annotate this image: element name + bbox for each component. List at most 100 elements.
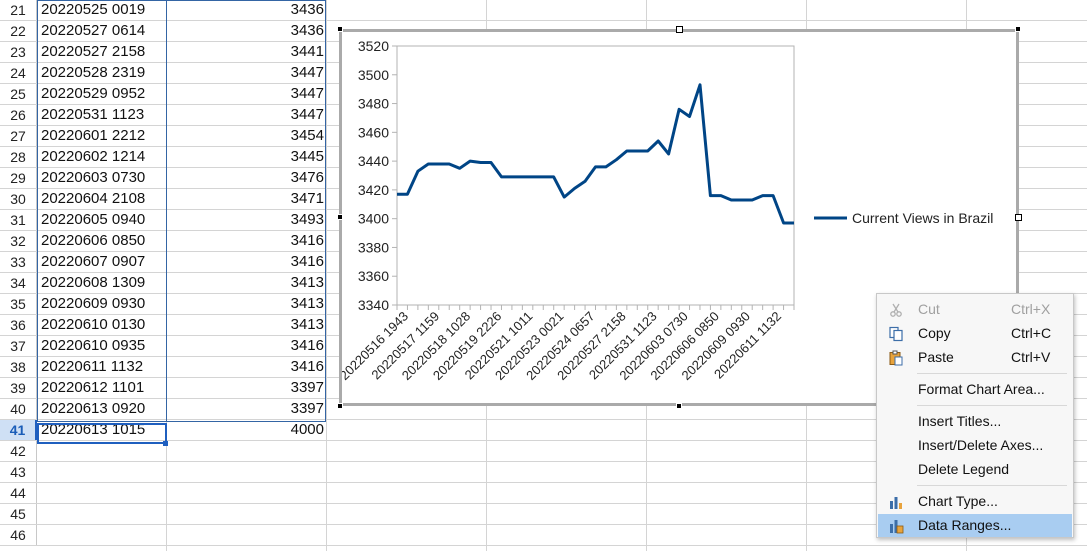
row-header[interactable]: 38 (0, 357, 37, 377)
row-header[interactable]: 21 (0, 0, 37, 20)
menu-item-chart-type[interactable]: Chart Type... (878, 490, 1072, 513)
cell-value[interactable]: 3413 (290, 274, 324, 291)
cell-value[interactable]: 3413 (290, 316, 324, 333)
cell-date[interactable]: 20220610 0130 (41, 316, 146, 333)
row-header[interactable]: 34 (0, 273, 37, 293)
resize-handle[interactable] (676, 26, 683, 33)
cell-date[interactable]: 20220529 0952 (41, 85, 146, 102)
menu-item-data-ranges[interactable]: Data Ranges... (878, 514, 1072, 537)
resize-handle[interactable] (337, 214, 343, 220)
cell-date[interactable]: 20220609 0930 (41, 295, 146, 312)
row-header[interactable]: 31 (0, 210, 37, 230)
cell-date[interactable] (38, 504, 166, 524)
row-header[interactable]: 37 (0, 336, 37, 356)
cell-value[interactable] (167, 462, 326, 482)
row-header[interactable]: 26 (0, 105, 37, 125)
menu-item-insert-titles[interactable]: Insert Titles... (878, 410, 1072, 433)
cell-date[interactable]: 20220613 1015 (41, 421, 146, 438)
menu-item-format-chart-area[interactable]: Format Chart Area... (878, 378, 1072, 401)
cell-value[interactable]: 3445 (290, 148, 324, 165)
cell-value[interactable]: 4000 (290, 421, 324, 438)
cell-value[interactable]: 3436 (290, 1, 324, 18)
cell-value[interactable]: 3476 (290, 169, 324, 186)
menu-item-cut[interactable]: Cut Ctrl+X (878, 298, 1072, 321)
cell-date[interactable]: 20220528 2319 (41, 64, 146, 81)
row-header[interactable]: 28 (0, 147, 37, 167)
cell-value[interactable]: 3416 (290, 337, 324, 354)
cell-value[interactable] (167, 525, 326, 545)
menu-item-paste[interactable]: Paste Ctrl+V (878, 346, 1072, 369)
resize-handle[interactable] (1015, 214, 1022, 221)
cell-value[interactable]: 3416 (290, 253, 324, 270)
cell-date[interactable]: 20220604 2108 (41, 190, 146, 207)
row-header[interactable]: 22 (0, 21, 37, 41)
autofill-handle[interactable] (163, 441, 168, 446)
resize-handle[interactable] (676, 403, 682, 409)
menu-item-insert-delete-axes[interactable]: Insert/Delete Axes... (878, 434, 1072, 457)
cell-date[interactable]: 20220603 0730 (41, 169, 146, 186)
cell-date[interactable]: 20220527 2158 (41, 43, 146, 60)
cell-date[interactable]: 20220601 2212 (41, 127, 146, 144)
menu-item-copy[interactable]: Copy Ctrl+C (878, 322, 1072, 345)
cell-value[interactable]: 3471 (290, 190, 324, 207)
row-header[interactable]: 25 (0, 84, 37, 104)
row-header[interactable]: 27 (0, 126, 37, 146)
cell-value[interactable] (167, 483, 326, 503)
cell-value[interactable] (167, 441, 326, 461)
cell-value[interactable]: 3447 (290, 85, 324, 102)
cell-value[interactable]: 3397 (290, 379, 324, 396)
cell-value[interactable]: 3416 (290, 232, 324, 249)
row-header[interactable]: 45 (0, 504, 37, 524)
row-header[interactable]: 36 (0, 315, 37, 335)
resize-handle[interactable] (337, 403, 343, 409)
y-tick-label: 3500 (358, 67, 389, 83)
row-header[interactable]: 44 (0, 483, 37, 503)
cell-date[interactable]: 20220607 0907 (41, 253, 146, 270)
cell-date[interactable]: 20220531 1123 (41, 106, 145, 123)
row-header[interactable]: 30 (0, 189, 37, 209)
cell-value[interactable] (167, 504, 326, 524)
row-header[interactable]: 32 (0, 231, 37, 251)
cell-date[interactable]: 20220613 0920 (41, 400, 146, 417)
cell-date[interactable]: 20220527 0614 (41, 22, 146, 39)
row-header[interactable]: 39 (0, 378, 37, 398)
cell-value[interactable]: 3493 (290, 211, 324, 228)
row-header[interactable]: 29 (0, 168, 37, 188)
table-row: 45 (0, 504, 1087, 525)
cell-date[interactable]: 20220611 1132 (41, 358, 144, 375)
row-header[interactable]: 33 (0, 252, 37, 272)
menu-item-delete-legend[interactable]: Delete Legend (878, 458, 1072, 481)
cell-value[interactable]: 3416 (290, 358, 324, 375)
cell-value[interactable]: 3454 (290, 127, 324, 144)
cell-date[interactable] (38, 441, 166, 461)
cell-value[interactable]: 3447 (290, 106, 324, 123)
row-header[interactable]: 23 (0, 42, 37, 62)
active-cell-cursor[interactable] (37, 423, 167, 444)
cell-value[interactable]: 3397 (290, 400, 324, 417)
row-header[interactable]: 41 (0, 420, 37, 440)
cell-date[interactable]: 20220608 1309 (41, 274, 146, 291)
row-header[interactable]: 40 (0, 399, 37, 419)
cell-date[interactable]: 20220606 0850 (41, 232, 146, 249)
row-header[interactable]: 43 (0, 462, 37, 482)
cell-value[interactable]: 3441 (290, 43, 324, 60)
cell-date[interactable]: 20220610 0935 (41, 337, 146, 354)
cell-value[interactable]: 3447 (290, 64, 324, 81)
row-header[interactable]: 46 (0, 525, 37, 545)
menu-item-label: Chart Type... (918, 493, 998, 509)
cell-date[interactable] (38, 525, 166, 545)
cell-date[interactable] (38, 483, 166, 503)
table-row: 43 (0, 462, 1087, 483)
row-header[interactable]: 24 (0, 63, 37, 83)
cell-date[interactable]: 20220605 0940 (41, 211, 146, 228)
cell-value[interactable]: 3413 (290, 295, 324, 312)
resize-handle[interactable] (337, 26, 343, 32)
row-header[interactable]: 35 (0, 294, 37, 314)
resize-handle[interactable] (1015, 26, 1021, 32)
cell-date[interactable]: 20220602 1214 (41, 148, 146, 165)
cell-date[interactable] (38, 462, 166, 482)
row-header[interactable]: 42 (0, 441, 37, 461)
cell-date[interactable]: 20220612 1101 (41, 379, 145, 396)
cell-value[interactable]: 3436 (290, 22, 324, 39)
cell-date[interactable]: 20220525 0019 (41, 1, 146, 18)
